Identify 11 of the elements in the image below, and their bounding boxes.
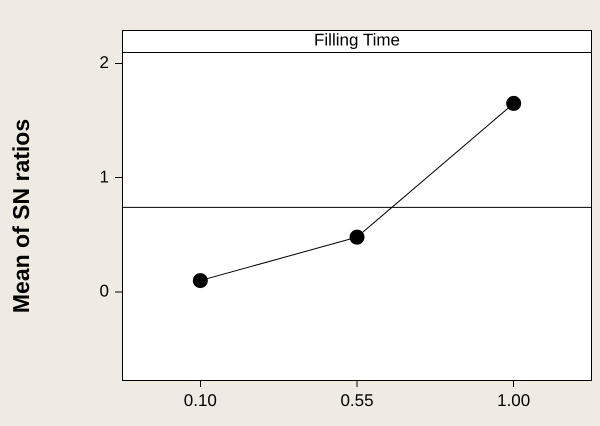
x-tick-label: 1.00	[497, 390, 530, 410]
point	[192, 273, 208, 288]
y-tick-label: 1	[100, 167, 109, 186]
point	[506, 96, 522, 111]
y-axis-title: Mean of SN ratios	[8, 118, 34, 314]
y-tick-label: 2	[100, 53, 109, 72]
point	[350, 230, 364, 245]
y-tick-label: 0	[100, 282, 109, 301]
chart-title: Filling Time	[314, 30, 400, 50]
x-tick-label: 0.55	[340, 390, 374, 410]
x-tick-label: 0.10	[184, 390, 217, 410]
